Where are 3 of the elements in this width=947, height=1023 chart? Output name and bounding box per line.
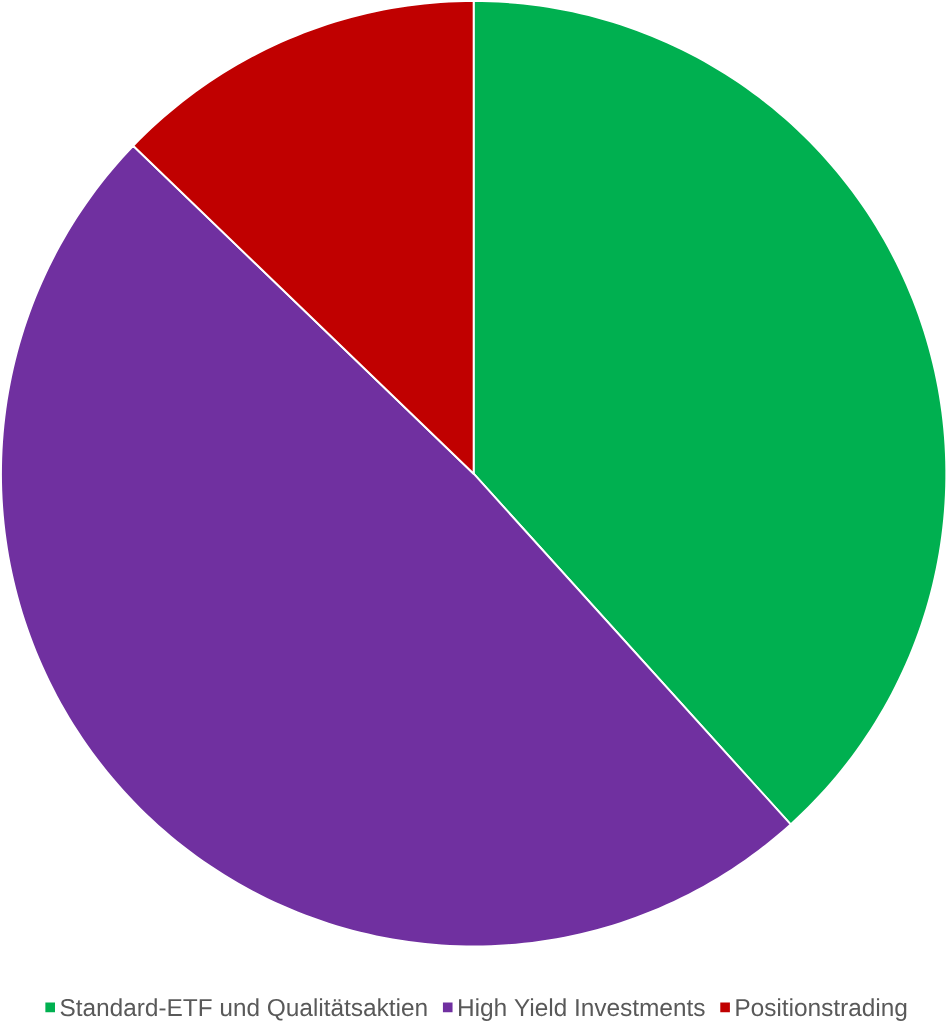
- legend-label: Positionstrading: [736, 998, 907, 1021]
- legend-label: Standard-ETF und Qualitätsaktien: [60, 998, 427, 1021]
- legend-label: High Yield Investments: [458, 998, 705, 1021]
